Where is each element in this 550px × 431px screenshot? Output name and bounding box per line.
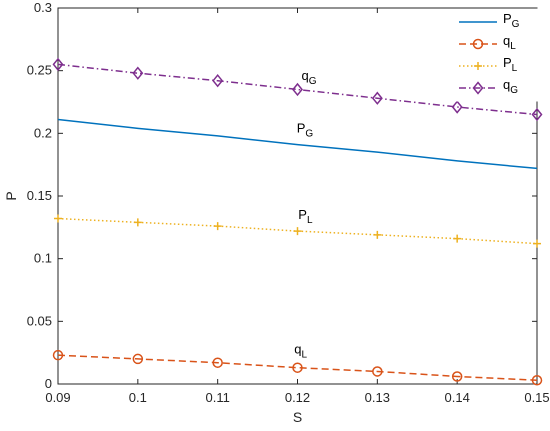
y-tick-label: 0.05 — [27, 313, 52, 328]
x-tick-label: 0.15 — [524, 390, 549, 405]
series-q-g-point — [371, 91, 383, 105]
series-q-g-point — [531, 107, 543, 122]
legend-entry-q-l: qL — [459, 33, 516, 52]
annotation-label-main: P — [298, 207, 307, 222]
annotation-label-subscript: L — [307, 215, 313, 226]
legend-entry-q-g: qG — [459, 77, 518, 96]
legend-entry-p-l-label-main: P — [503, 55, 512, 70]
x-tick-label: 0.13 — [365, 390, 390, 405]
legend-entry-q-g-marker — [472, 81, 484, 95]
y-tick-label: 0.3 — [34, 0, 52, 15]
annotation-label-subscript: L — [302, 349, 308, 360]
legend-entry-p-g-label-subscript: G — [512, 19, 520, 30]
series-q-g-point — [132, 66, 144, 80]
legend-entry-q-l-label: qL — [503, 33, 516, 52]
legend-entry-p-l: PL — [459, 55, 518, 74]
legend-entry-q-g-label-subscript: G — [510, 85, 518, 96]
series-q-l-point — [531, 374, 543, 386]
y-tick-label: 0.25 — [27, 63, 52, 78]
y-tick-label: 0.1 — [34, 251, 52, 266]
series-p-l-point — [293, 227, 302, 236]
annotation-label: PG — [297, 120, 314, 139]
series-p-l-point — [533, 239, 541, 248]
x-tick-label: 0.1 — [129, 390, 147, 405]
series-p-l-point — [54, 214, 62, 223]
y-tick-label: 0 — [45, 376, 52, 391]
series-q-g-point — [292, 82, 303, 97]
series-q-g — [52, 57, 543, 122]
x-tick-label: 0.09 — [45, 390, 70, 405]
legend-entry-p-l-marker — [474, 62, 482, 70]
series-p-l-point — [453, 234, 462, 243]
annotation-label-subscript: G — [305, 128, 313, 139]
series-p-l-point — [373, 230, 382, 239]
legend-entry-p-g-label: PG — [503, 11, 520, 30]
y-tick-label: 0.2 — [34, 125, 52, 140]
series-q-l-line — [57, 354, 538, 381]
series-p-l-point — [133, 218, 142, 227]
annotation-label-main: q — [294, 341, 301, 356]
annotation-label: qG — [301, 68, 316, 87]
series-q-l-point — [292, 362, 303, 373]
series-q-g-point — [451, 100, 463, 114]
series-p-g — [57, 118, 538, 170]
legend-entry-q-l-label-main: q — [503, 33, 510, 48]
series-q-l-point — [451, 371, 463, 382]
series-q-l — [52, 349, 543, 386]
series-p-g-line — [57, 118, 538, 170]
legend-box — [446, 8, 538, 102]
y-tick-label: 0.15 — [27, 188, 52, 203]
legend-entry-p-g-label-main: P — [503, 11, 512, 26]
x-tick-label: 0.12 — [285, 390, 310, 405]
series-q-l-point — [132, 353, 144, 365]
series-p-l — [54, 214, 541, 248]
annotation-label-subscript: G — [309, 76, 317, 87]
x-axis-label: S — [293, 409, 302, 425]
series-q-g-point — [52, 57, 64, 72]
annotation-label-main: P — [297, 120, 306, 135]
legend-entry-p-g: PG — [459, 11, 520, 30]
legend-entry-p-l-label-subscript: L — [512, 63, 518, 74]
series-layer — [52, 57, 543, 386]
series-q-l-point — [372, 366, 383, 377]
series-q-g-point — [212, 74, 224, 88]
annotation-label: qL — [294, 341, 307, 360]
legend-entry-p-l-label: PL — [503, 55, 518, 74]
series-q-l-point — [52, 349, 64, 361]
legend-entry-q-l-marker — [472, 38, 484, 50]
x-tick-label: 0.14 — [445, 390, 470, 405]
legend-entry-q-g-label: qG — [503, 77, 518, 96]
x-tick-label: 0.11 — [205, 390, 229, 405]
legend-entry-q-g-label-main: q — [503, 77, 510, 92]
annotation-label: PL — [298, 207, 313, 226]
series-q-l-point — [212, 357, 223, 368]
legend-entry-q-l-label-subscript: L — [510, 41, 516, 52]
series-p-l-point — [213, 222, 222, 231]
annotation-label-main: q — [301, 68, 308, 83]
y-axis-label: P — [3, 191, 19, 200]
